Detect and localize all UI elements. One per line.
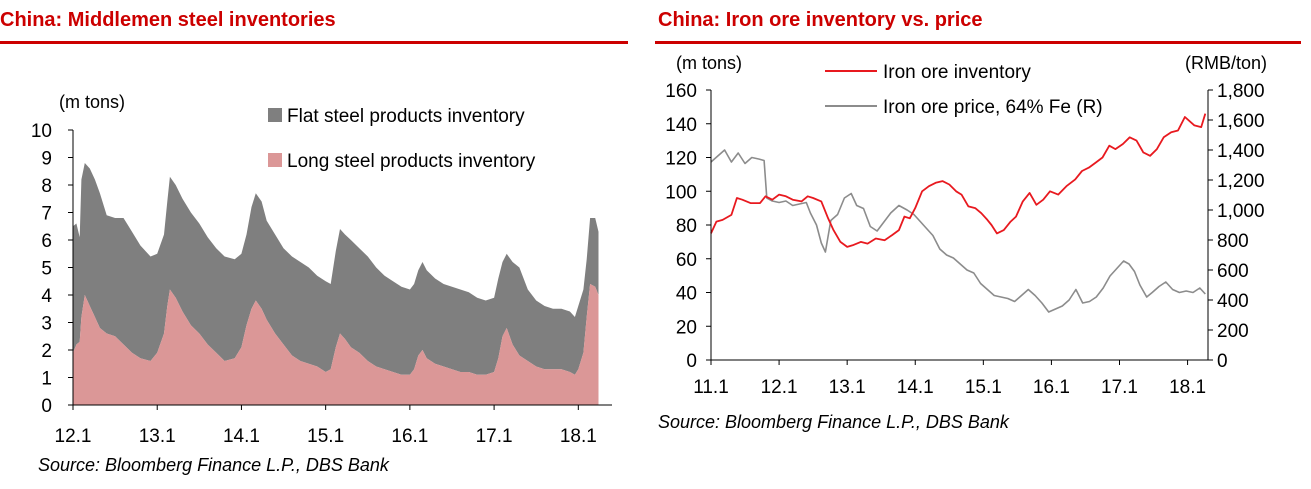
legend-label-price: Iron ore price, 64% Fe (R) [883, 97, 1103, 118]
series-lines [710, 113, 1207, 313]
y-tick-label-right: 400 [1217, 291, 1249, 312]
y-unit-label-left: (m tons) [676, 53, 742, 73]
legend-swatch-flat [268, 108, 282, 122]
x-tick-label: 15.1 [307, 426, 344, 447]
x-tick-label: 13.1 [139, 426, 176, 447]
x-tick-label: 16.1 [1033, 377, 1070, 398]
x-tick-label: 17.1 [1101, 377, 1138, 398]
y-tick-label: 5 [41, 259, 52, 280]
y-tick-label: 6 [41, 231, 52, 252]
y-tick-label: 10 [31, 121, 52, 142]
legend-label-long: Long steel products inventory [287, 151, 536, 172]
y-tick-label: 7 [41, 204, 52, 225]
y-tick-label-right: 1,000 [1217, 201, 1265, 222]
y-tick-label-right: 1,800 [1217, 81, 1265, 102]
x-tick-label: 15.1 [965, 377, 1002, 398]
axes: 0 1 2 3 4 5 6 7 8 9 10 12.1 13.1 14.1 15.1 16.1 17.1 18.1 [31, 121, 612, 447]
area-long-steel [73, 284, 599, 405]
y-tick-label-left: 60 [676, 250, 697, 271]
legend: Iron ore inventory Iron ore price, 64% F… [825, 62, 1103, 118]
x-tick-label: 12.1 [55, 426, 92, 447]
y-tick-label-left: 40 [676, 284, 697, 305]
y-tick-label-left: 160 [665, 81, 697, 102]
source-note: Source: Bloomberg Finance L.P., DBS Bank [38, 455, 389, 475]
y-tick-label-right: 1,600 [1217, 111, 1265, 132]
x-tick-label: 16.1 [391, 426, 428, 447]
y-tick-label: 8 [41, 176, 52, 197]
area-flat-steel [73, 163, 599, 375]
iron-ore-chart: 0 20 40 60 80 100 120 140 160 0 200 400 600 800 1,000 1… [665, 53, 1267, 398]
title-rule [655, 41, 1301, 44]
legend: Flat steel products inventory Long steel… [268, 106, 536, 172]
steel-inventory-panel: China: Middlemen steel inventories 0 1 2 3 4… [0, 0, 628, 489]
title-rule [0, 41, 628, 44]
y-unit-label: (m tons) [59, 92, 125, 112]
line-iron-ore-inventory [710, 113, 1207, 248]
steel-inventory-chart: 0 1 2 3 4 5 6 7 8 9 10 12.1 13.1 14.1 15.1 16.1 17.1 18.1… [31, 92, 612, 447]
y-tick-label: 1 [41, 369, 52, 390]
y-tick-label-left: 20 [676, 317, 697, 338]
y-tick-label-right: 800 [1217, 231, 1249, 252]
y-tick-label-left: 120 [665, 149, 697, 170]
axes: 0 20 40 60 80 100 120 140 160 0 200 400 600 800 1,000 1… [665, 81, 1264, 398]
x-tick-label: 17.1 [476, 426, 513, 447]
y-tick-label: 0 [41, 396, 52, 417]
x-tick-label: 11.1 [693, 377, 729, 398]
x-tick-label: 14.1 [897, 377, 934, 398]
line-iron-ore-price [710, 149, 1206, 313]
y-tick-label-right: 200 [1217, 321, 1249, 342]
x-tick-label: 18.1 [1169, 377, 1206, 398]
y-tick-label-left: 100 [665, 182, 697, 203]
stacked-areas [73, 163, 599, 405]
iron-ore-panel: China: Iron ore inventory vs. price 0 20 4… [655, 0, 1311, 489]
y-unit-label-right: (RMB/ton) [1185, 53, 1267, 73]
y-tick-label-right: 600 [1217, 261, 1249, 282]
legend-label-flat: Flat steel products inventory [287, 106, 525, 127]
y-tick-label: 2 [41, 341, 52, 362]
y-tick-label-right: 1,200 [1217, 171, 1265, 192]
x-tick-label: 12.1 [761, 377, 798, 398]
x-tick-label: 13.1 [829, 377, 866, 398]
y-tick-label-left: 0 [686, 351, 697, 372]
y-tick-label: 9 [41, 149, 52, 170]
y-tick-label-left: 140 [665, 115, 697, 136]
source-note: Source: Bloomberg Finance L.P., DBS Bank [658, 412, 1009, 432]
y-tick-label-left: 80 [676, 216, 697, 237]
legend-label-inventory: Iron ore inventory [883, 62, 1031, 83]
y-tick-label: 3 [41, 314, 52, 335]
y-tick-label-right: 0 [1217, 351, 1228, 372]
y-tick-label: 4 [41, 286, 52, 307]
legend-swatch-long [268, 153, 282, 167]
x-tick-label: 14.1 [223, 426, 260, 447]
chart-title: China: Iron ore inventory vs. price [658, 9, 983, 31]
x-tick-label: 18.1 [560, 426, 597, 447]
y-tick-label-right: 1,400 [1217, 141, 1265, 162]
chart-title: China: Middlemen steel inventories [0, 9, 336, 31]
